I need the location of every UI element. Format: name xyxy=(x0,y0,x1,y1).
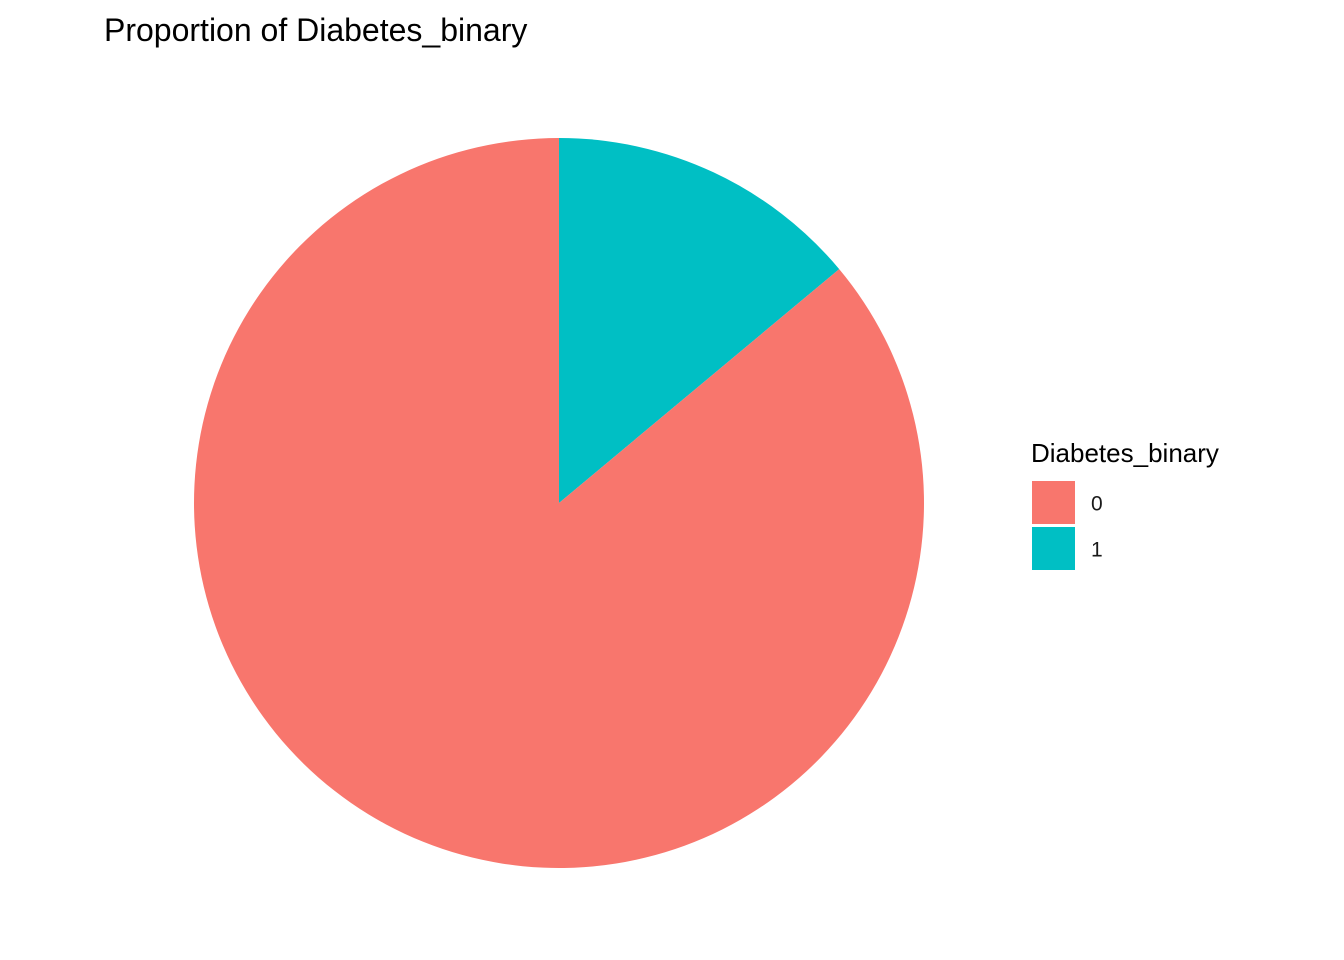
chart-title: Proportion of Diabetes_binary xyxy=(104,12,527,48)
pie-slice-0 xyxy=(193,138,925,869)
pie-slices xyxy=(193,138,925,869)
legend-label-0: 0 xyxy=(1091,493,1103,516)
legend-label-1: 1 xyxy=(1091,539,1103,562)
legend-items: 01 xyxy=(1032,481,1103,570)
legend: Diabetes_binary 01 xyxy=(1031,438,1219,570)
legend-key-0 xyxy=(1032,481,1075,524)
legend-title: Diabetes_binary xyxy=(1031,438,1219,468)
legend-key-1 xyxy=(1032,527,1075,570)
pie-slice-1 xyxy=(559,138,840,503)
